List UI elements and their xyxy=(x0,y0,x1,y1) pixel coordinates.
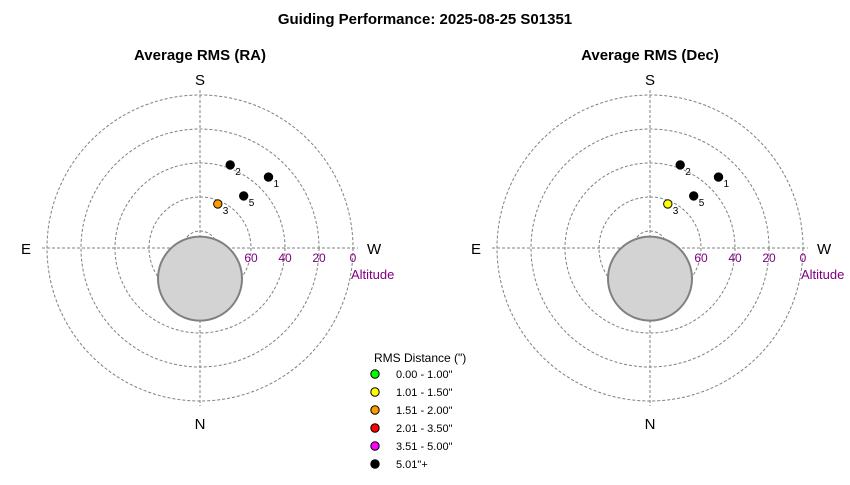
figure-title: Guiding Performance: 2025-08-25 S01351 xyxy=(278,11,572,28)
altitude-axis-label: Altitude xyxy=(801,267,844,282)
data-point-label: 5 xyxy=(249,198,255,209)
data-point-label: 1 xyxy=(724,179,730,190)
data-point xyxy=(663,199,673,209)
legend-marker xyxy=(370,369,380,379)
compass-left: E xyxy=(21,241,31,258)
data-point xyxy=(689,191,699,201)
altitude-tick-label: 0 xyxy=(350,251,357,265)
moon-disc xyxy=(607,235,693,322)
altitude-tick-label: 40 xyxy=(728,251,742,265)
legend: RMS Distance (") 0.00 - 1.00" 1.01 - 1.50… xyxy=(370,351,466,471)
compass-right: W xyxy=(817,241,832,258)
legend-item-label: 1.51 - 2.00" xyxy=(396,405,453,417)
data-point xyxy=(239,191,249,201)
data-point-label: 1 xyxy=(274,179,280,190)
legend-item-label: 2.01 - 3.50" xyxy=(396,423,453,435)
legend-item-label: 3.51 - 5.00" xyxy=(396,441,453,453)
legend-marker xyxy=(370,441,380,451)
moon-disc xyxy=(157,235,243,322)
compass-right: W xyxy=(367,241,382,258)
data-point xyxy=(263,172,274,182)
panel-dec: Average RMS (Dec)SNEW806040200Altitude12… xyxy=(471,47,844,433)
data-point-label: 2 xyxy=(235,167,241,178)
legend-marker xyxy=(370,459,380,469)
compass-left: E xyxy=(471,241,481,258)
altitude-tick-label: 60 xyxy=(694,251,708,265)
data-point-label: 3 xyxy=(673,206,679,217)
legend-item-label: 1.01 - 1.50" xyxy=(396,387,453,399)
data-point xyxy=(675,160,685,170)
altitude-ring xyxy=(598,196,702,300)
compass-bottom: N xyxy=(195,416,206,433)
compass-top: S xyxy=(195,72,205,89)
compass-top: S xyxy=(645,72,655,89)
compass-bottom: N xyxy=(645,416,656,433)
data-point-label: 2 xyxy=(685,167,691,178)
altitude-tick-label: 20 xyxy=(312,251,326,265)
panel-title: Average RMS (Dec) xyxy=(581,47,719,64)
altitude-tick-label: 60 xyxy=(244,251,258,265)
altitude-tick-label: 0 xyxy=(800,251,807,265)
legend-item-label: 0.00 - 1.00" xyxy=(396,369,453,381)
legend-item-label: 5.01"+ xyxy=(396,459,428,471)
altitude-ring xyxy=(148,196,252,300)
data-point xyxy=(213,199,223,209)
altitude-axis-label: Altitude xyxy=(351,267,394,282)
legend-marker xyxy=(370,387,380,397)
legend-title: RMS Distance (") xyxy=(374,351,466,365)
legend-marker xyxy=(370,423,380,433)
altitude-tick-label: 40 xyxy=(278,251,292,265)
data-point xyxy=(713,172,724,182)
legend-marker xyxy=(370,405,380,415)
panel-ra: Average RMS (RA)SNEW806040200Altitude125… xyxy=(21,47,394,433)
panel-title: Average RMS (RA) xyxy=(134,47,266,64)
data-point-label: 3 xyxy=(223,206,229,217)
altitude-tick-label: 20 xyxy=(762,251,776,265)
data-point-label: 5 xyxy=(699,198,705,209)
data-point xyxy=(225,160,235,170)
